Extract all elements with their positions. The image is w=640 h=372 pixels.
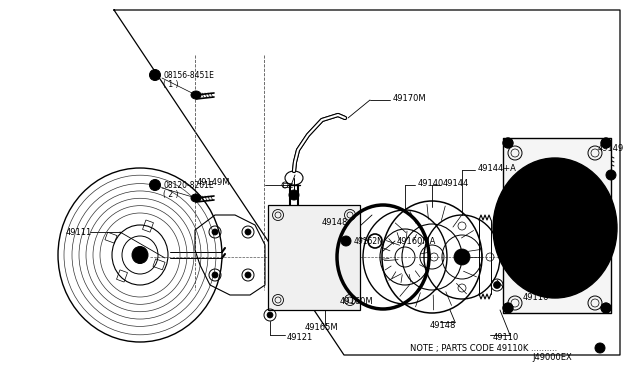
Bar xyxy=(268,205,360,310)
Text: 49116: 49116 xyxy=(523,294,549,302)
Text: e: e xyxy=(344,238,348,244)
Ellipse shape xyxy=(595,343,605,353)
Text: J49000EX: J49000EX xyxy=(532,353,572,362)
Text: 49160M: 49160M xyxy=(340,296,374,305)
Text: 49162N: 49162N xyxy=(354,237,384,246)
Text: 49149: 49149 xyxy=(598,144,624,153)
Ellipse shape xyxy=(132,247,148,263)
Ellipse shape xyxy=(493,282,500,289)
Text: 49140: 49140 xyxy=(418,179,444,187)
Text: 49144+A: 49144+A xyxy=(478,164,517,173)
Bar xyxy=(503,138,611,313)
Ellipse shape xyxy=(601,138,611,148)
Ellipse shape xyxy=(212,229,218,235)
Bar xyxy=(105,232,117,243)
Ellipse shape xyxy=(150,70,161,80)
Ellipse shape xyxy=(289,190,299,200)
Text: B: B xyxy=(153,73,157,77)
Ellipse shape xyxy=(150,180,161,190)
Text: 49148: 49148 xyxy=(322,218,348,227)
Text: 08120-8201E: 08120-8201E xyxy=(163,180,214,189)
Text: B: B xyxy=(153,183,157,187)
Bar xyxy=(153,259,165,270)
Text: ( 1 ): ( 1 ) xyxy=(163,80,179,89)
Text: 49111: 49111 xyxy=(66,228,92,237)
Ellipse shape xyxy=(341,236,351,246)
Ellipse shape xyxy=(191,91,201,99)
Bar xyxy=(116,270,127,282)
Ellipse shape xyxy=(245,272,251,278)
Ellipse shape xyxy=(267,312,273,318)
Ellipse shape xyxy=(503,303,513,313)
Ellipse shape xyxy=(191,194,201,202)
Ellipse shape xyxy=(454,249,470,265)
Text: 49144: 49144 xyxy=(443,179,469,187)
Text: 49165M: 49165M xyxy=(305,324,339,333)
Ellipse shape xyxy=(212,272,218,278)
Ellipse shape xyxy=(503,138,513,148)
Text: ( 2 ): ( 2 ) xyxy=(163,189,179,199)
Ellipse shape xyxy=(606,170,616,180)
Text: 49110: 49110 xyxy=(493,334,519,343)
Text: 49121: 49121 xyxy=(287,334,313,343)
Text: 49170M: 49170M xyxy=(393,93,427,103)
Ellipse shape xyxy=(245,229,251,235)
Ellipse shape xyxy=(601,303,611,313)
Text: 49149M: 49149M xyxy=(196,177,230,186)
Bar xyxy=(143,220,154,232)
Text: NOTE ; PARTS CODE 49110K ..........: NOTE ; PARTS CODE 49110K .......... xyxy=(410,343,557,353)
Text: 49160MA: 49160MA xyxy=(397,237,436,246)
Text: a: a xyxy=(598,346,602,350)
Ellipse shape xyxy=(493,158,617,298)
Text: 08156-8451E: 08156-8451E xyxy=(163,71,214,80)
Text: 49148: 49148 xyxy=(430,321,456,330)
